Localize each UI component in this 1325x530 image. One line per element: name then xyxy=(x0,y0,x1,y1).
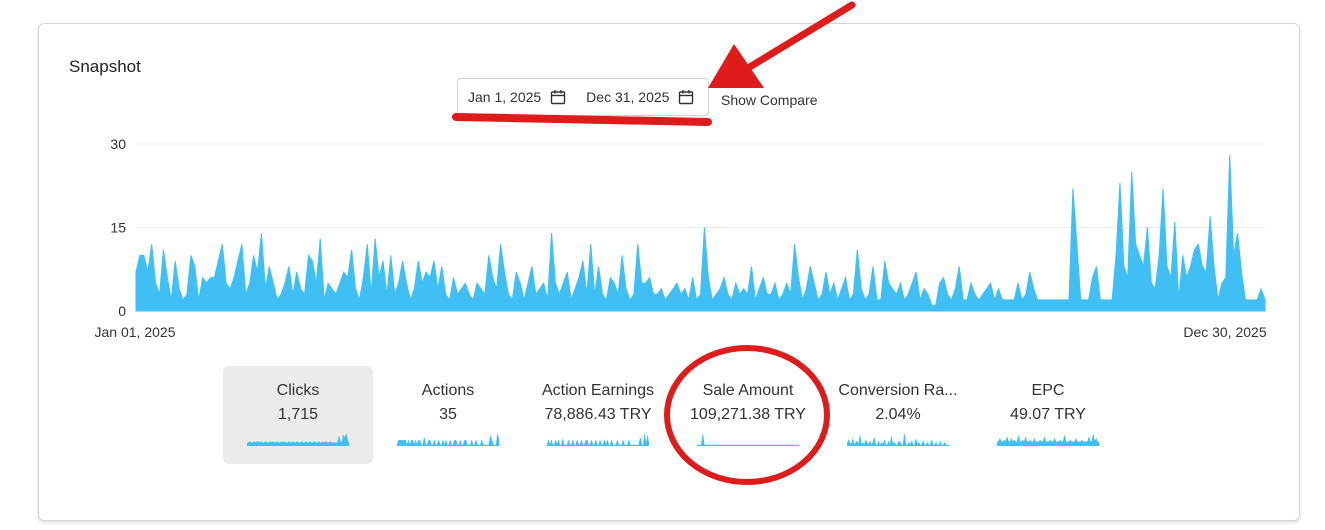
sparkline-area xyxy=(697,433,799,446)
card-title: Snapshot xyxy=(69,57,141,76)
sparkline-area xyxy=(547,433,649,446)
series-area xyxy=(135,155,1266,312)
metric-label: Clicks xyxy=(276,382,320,399)
sparkline xyxy=(997,433,1099,446)
metric-value: 2.04% xyxy=(875,406,921,423)
metric-value: 109,271.38 TRY xyxy=(690,406,806,423)
metric-label: Action Earnings xyxy=(541,382,655,399)
sparkline xyxy=(697,433,799,446)
sparkline xyxy=(397,433,499,446)
snapshot-chart: 30 15 0 Jan 01, 2025 Dec 30, 2025 xyxy=(39,24,1299,354)
area-chart: 30 15 0 Jan 01, 2025 Dec 30, 2025 xyxy=(95,136,1267,340)
show-compare-link[interactable]: Show Compare xyxy=(721,92,818,108)
metric-tab-clicks[interactable]: Clicks 1,715 xyxy=(223,366,373,464)
calendar-icon[interactable] xyxy=(678,89,694,105)
y-tick-label: 15 xyxy=(110,220,126,236)
metric-tab-epc[interactable]: EPC 49.07 TRY xyxy=(973,366,1123,464)
sparkline-area xyxy=(847,433,949,446)
start-date-text: Jan 1, 2025 xyxy=(468,89,542,105)
metric-label: Sale Amount xyxy=(702,382,794,399)
y-tick-label: 30 xyxy=(110,136,126,152)
calendar-icon[interactable] xyxy=(550,89,566,105)
y-tick-label: 0 xyxy=(118,303,126,319)
metric-tab-conversion-rate[interactable]: Conversion Ra... 2.04% xyxy=(823,366,973,464)
sparkline-area xyxy=(997,433,1099,446)
metric-tab-sale-amount[interactable]: Sale Amount 109,271.38 TRY xyxy=(673,366,823,464)
sparkline-area xyxy=(247,432,349,446)
x-tick-label-start: Jan 01, 2025 xyxy=(95,324,176,340)
start-date[interactable]: Jan 1, 2025 xyxy=(468,89,566,105)
snapshot-card: Snapshot Jan 1, 2025 Dec 31, 2025 Show C… xyxy=(38,23,1300,521)
end-date[interactable]: Dec 31, 2025 xyxy=(586,89,694,105)
sparkline xyxy=(247,432,349,446)
sparkline xyxy=(847,433,949,446)
metric-tab-action-earnings[interactable]: Action Earnings 78,886.43 TRY xyxy=(523,366,673,464)
metric-tab-actions[interactable]: Actions 35 xyxy=(373,366,523,464)
metric-value: 35 xyxy=(439,406,457,423)
metric-label: Conversion Ra... xyxy=(838,382,958,399)
metric-value: 1,715 xyxy=(277,406,319,423)
metric-value: 78,886.43 TRY xyxy=(544,406,652,423)
sparkline xyxy=(547,433,649,446)
end-date-text: Dec 31, 2025 xyxy=(586,89,670,105)
metric-label: Actions xyxy=(421,382,475,399)
metric-label: EPC xyxy=(1031,382,1065,399)
metric-tabs: Clicks 1,715 Actions 35 Action Earnings … xyxy=(223,366,1123,464)
metric-value: 49.07 TRY xyxy=(1010,406,1086,423)
x-tick-label-end: Dec 30, 2025 xyxy=(1183,324,1266,340)
sparkline-area xyxy=(397,433,499,446)
